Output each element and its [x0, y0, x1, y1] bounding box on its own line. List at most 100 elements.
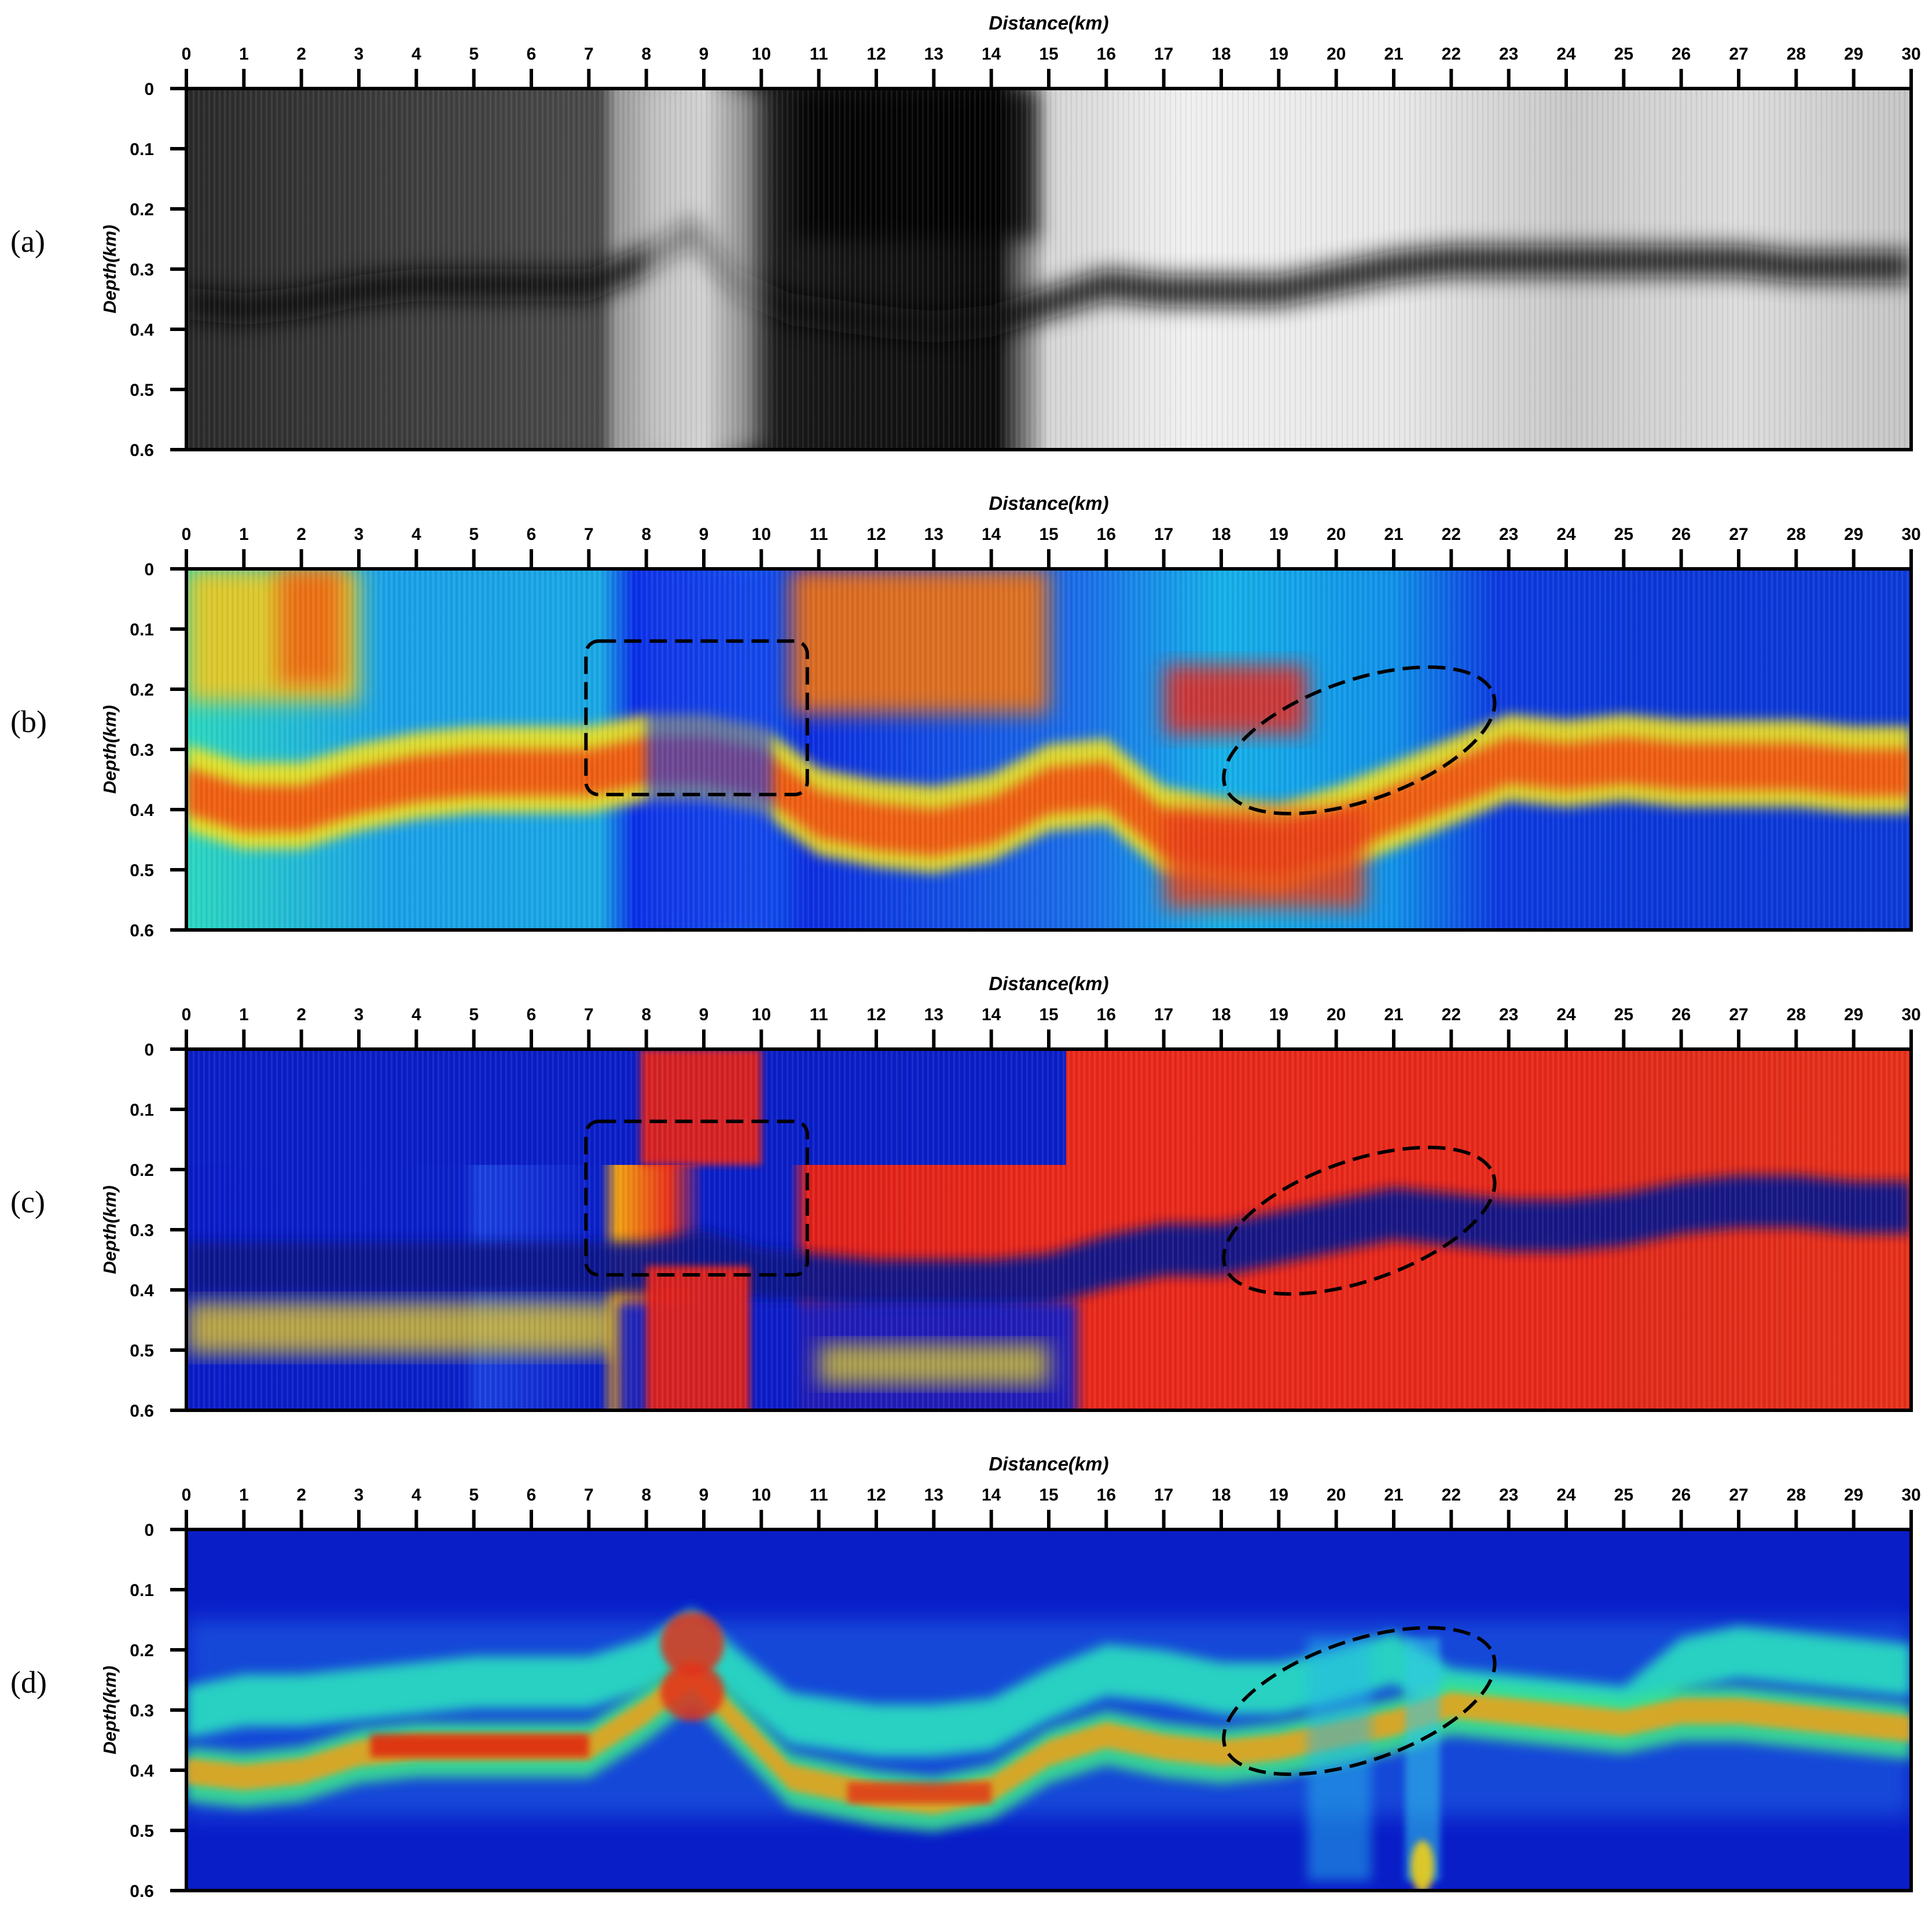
x-tick-label: 27 [1729, 45, 1748, 64]
y-tick-label: 0.3 [130, 1701, 154, 1720]
x-tick-label: 0 [182, 45, 192, 64]
x-tick-label: 9 [699, 525, 709, 544]
panel-a: Distance(km)0 1 2 3 4 5 6 7 8 9 10 11 12 13 14 15 16 17 18… [10, 12, 1921, 460]
x-axis-label: Distance(km) [989, 973, 1108, 994]
x-tick-label: 14 [982, 1005, 1001, 1024]
heatmap-image [186, 1529, 1911, 1891]
y-tick-label: 0 [144, 1521, 154, 1540]
x-tick-label: 12 [866, 1005, 886, 1024]
x-tick-label: 8 [641, 45, 651, 64]
x-tick-label: 7 [584, 1486, 594, 1505]
panel-letter: (c) [10, 1185, 45, 1219]
x-tick-label: 17 [1154, 45, 1173, 64]
panel-letter: (b) [10, 704, 47, 739]
x-tick-label: 17 [1154, 1005, 1173, 1024]
x-tick-label: 19 [1269, 525, 1288, 544]
x-tick-label: 11 [810, 1486, 828, 1505]
x-tick-label: 12 [866, 45, 886, 64]
y-tick-label: 0.3 [130, 741, 154, 760]
x-tick-label: 7 [584, 525, 594, 544]
x-tick-label: 4 [412, 1005, 421, 1024]
x-tick-label: 14 [982, 525, 1001, 544]
heatmap-image [186, 569, 1911, 930]
x-tick-label: 19 [1269, 1486, 1288, 1505]
y-tick-label: 0.4 [130, 321, 154, 340]
y-tick-label: 0.6 [130, 921, 154, 940]
x-tick-label: 13 [924, 1005, 943, 1024]
x-tick-label: 26 [1672, 525, 1691, 544]
y-tick-label: 0.6 [130, 1402, 154, 1421]
x-tick-label: 2 [296, 1486, 306, 1505]
x-tick-label: 2 [296, 525, 306, 544]
x-tick-label: 10 [752, 1005, 771, 1024]
x-tick-label: 9 [699, 45, 709, 64]
y-tick-label: 0.5 [130, 381, 154, 400]
x-tick-label: 28 [1787, 1486, 1806, 1505]
x-tick-label: 18 [1211, 1005, 1231, 1024]
x-tick-label: 27 [1729, 1486, 1748, 1505]
x-tick-label: 16 [1097, 525, 1116, 544]
x-tick-label: 13 [924, 525, 943, 544]
y-axis-label: Depth(km) [100, 225, 120, 313]
x-axis-label: Distance(km) [989, 1453, 1108, 1475]
x-tick-label: 11 [810, 1005, 828, 1024]
y-tick-label: 0.2 [130, 1641, 154, 1660]
x-tick-label: 5 [469, 45, 479, 64]
y-tick-label: 0.1 [130, 620, 154, 639]
x-tick-label: 23 [1499, 525, 1518, 544]
x-tick-label: 5 [469, 525, 479, 544]
x-tick-label: 15 [1039, 45, 1058, 64]
x-tick-label: 2 [296, 1005, 306, 1024]
x-tick-label: 26 [1672, 1005, 1691, 1024]
x-tick-label: 9 [699, 1486, 709, 1505]
x-tick-label: 20 [1327, 1486, 1346, 1505]
x-tick-label: 30 [1901, 525, 1920, 544]
y-tick-label: 0 [144, 1040, 154, 1060]
x-tick-label: 29 [1844, 1005, 1863, 1024]
x-tick-label: 21 [1384, 1005, 1403, 1024]
x-tick-label: 4 [412, 525, 421, 544]
x-tick-label: 14 [982, 1486, 1001, 1505]
y-axis-label: Depth(km) [100, 1665, 120, 1754]
x-tick-label: 7 [584, 45, 594, 64]
x-tick-label: 15 [1039, 1486, 1058, 1505]
y-tick-label: 0.2 [130, 1161, 154, 1180]
x-tick-label: 6 [527, 1486, 537, 1505]
x-tick-label: 28 [1787, 1005, 1806, 1024]
panel-letter: (a) [10, 224, 45, 259]
x-tick-label: 20 [1327, 1005, 1346, 1024]
x-tick-label: 8 [641, 1005, 651, 1024]
x-tick-label: 21 [1384, 45, 1403, 64]
x-tick-label: 1 [239, 45, 249, 64]
x-tick-label: 24 [1556, 1005, 1576, 1024]
x-tick-label: 24 [1556, 45, 1576, 64]
x-tick-label: 9 [699, 1005, 709, 1024]
x-tick-label: 11 [810, 45, 828, 64]
x-axis-label: Distance(km) [989, 12, 1108, 34]
x-tick-label: 26 [1672, 1486, 1691, 1505]
x-tick-label: 22 [1442, 45, 1461, 64]
x-tick-label: 5 [469, 1005, 479, 1024]
panel-c: Distance(km)0 1 2 3 4 5 6 7 8 9 10 11 12 13 14 15 16 17 18… [10, 973, 1921, 1421]
x-tick-label: 8 [641, 1486, 651, 1505]
x-tick-label: 28 [1787, 525, 1806, 544]
x-tick-label: 25 [1614, 45, 1633, 64]
x-tick-label: 1 [239, 525, 249, 544]
x-tick-label: 13 [924, 1486, 943, 1505]
x-tick-label: 6 [527, 45, 537, 64]
x-tick-label: 30 [1901, 1005, 1920, 1024]
x-tick-label: 8 [641, 525, 651, 544]
x-tick-label: 25 [1614, 1005, 1633, 1024]
x-tick-label: 16 [1097, 1005, 1116, 1024]
x-tick-label: 16 [1097, 1486, 1116, 1505]
x-tick-label: 5 [469, 1486, 479, 1505]
heatmap-image [186, 89, 1911, 450]
x-tick-label: 10 [752, 1486, 771, 1505]
x-tick-label: 29 [1844, 525, 1863, 544]
x-tick-label: 30 [1901, 1486, 1920, 1505]
x-tick-label: 30 [1901, 45, 1920, 64]
x-tick-label: 0 [182, 1486, 192, 1505]
x-tick-label: 18 [1211, 1486, 1231, 1505]
panel-letter: (d) [10, 1665, 47, 1700]
x-tick-label: 29 [1844, 45, 1863, 64]
